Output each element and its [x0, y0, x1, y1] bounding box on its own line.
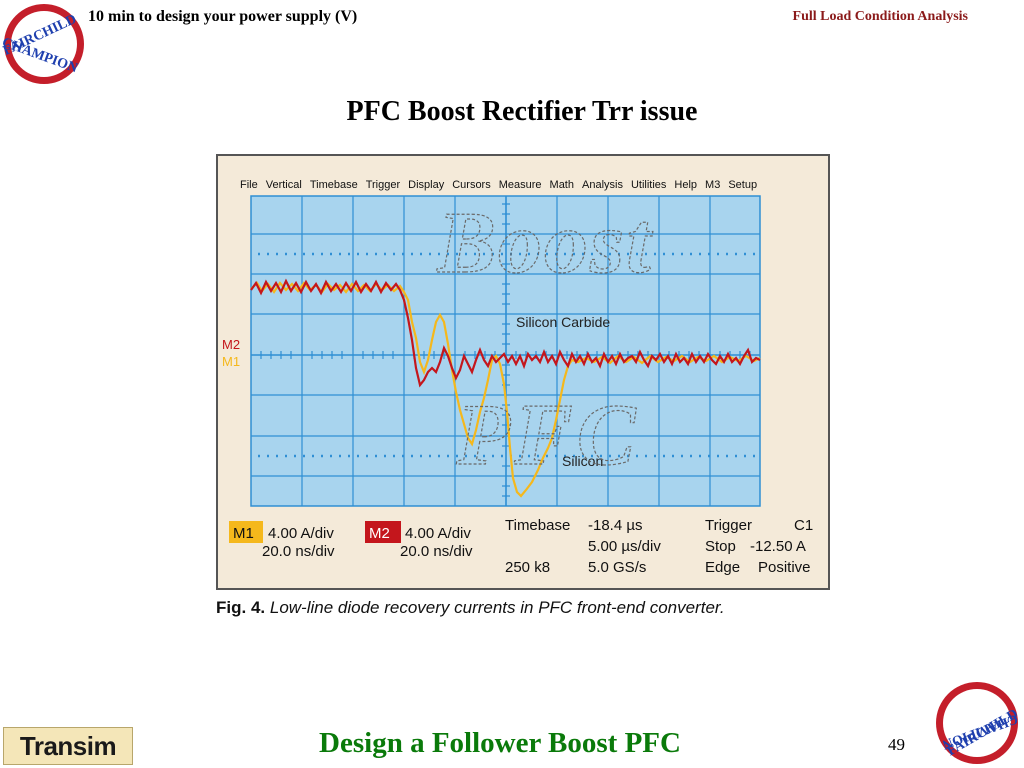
menu-measure: Measure [498, 179, 542, 191]
badge-m2-bg [365, 521, 401, 543]
timebase-record: 250 k8 [505, 559, 550, 576]
m1-scale: 4.00 A/div [268, 525, 334, 542]
trigger-slope: Positive [758, 559, 811, 576]
footer-title: Design a Follower Boost PFC [319, 727, 681, 759]
m2-time: 20.0 ns/div [400, 543, 473, 560]
page-number: 49 [888, 735, 905, 754]
trigger-level: -12.50 A [750, 538, 806, 555]
transim-logo: Transim [3, 727, 133, 765]
trigger-mode: Stop [705, 538, 736, 555]
trace-m1-silicon [250, 281, 761, 498]
scope-menu-bar: File Vertical Timebase Trigger Display Cursor… [240, 179, 765, 191]
figure-caption-text: Low-line diode recovery currents in PFC … [269, 598, 725, 617]
badge-m1-bg [229, 521, 263, 543]
m1-time: 20.0 ns/div [262, 543, 335, 560]
slide-title: PFC Boost Rectifier Trr issue [346, 96, 698, 127]
timebase-label: Timebase [505, 517, 570, 534]
trigger-type: Edge [705, 559, 740, 576]
timebase-value: -18.4 µs [588, 517, 643, 534]
menu-help: Help [674, 179, 698, 191]
menu-timebase: Timebase [309, 179, 358, 191]
trigger-label: Trigger [705, 517, 752, 534]
trace-m2-silicon-carbide [250, 278, 761, 388]
watermark-boost: Boost [436, 195, 653, 292]
timebase-per-div: 5.00 µs/div [588, 538, 661, 555]
menu-utilities: Utilities [630, 179, 667, 191]
label-silicon-carbide: Silicon Carbide [516, 314, 610, 330]
watermark-pfc: PFC [455, 387, 639, 484]
menu-cursors: Cursors [452, 179, 491, 191]
menu-display: Display [408, 179, 445, 191]
menu-analysis: Analysis [582, 179, 623, 191]
champion-logo-bottom: CHAMPION FAIRCHILD [936, 682, 1020, 764]
marker-m2: M2 [222, 337, 240, 352]
figure-caption: Fig. 4. Low-line diode recovery currents… [216, 598, 725, 618]
transim-logo-text: Transim [19, 730, 117, 761]
trigger-channel: C1 [794, 517, 813, 534]
scope-display: M2 M1 Silicon Carbide Silicon Boost PFC … [222, 194, 813, 576]
m2-scale: 4.00 A/div [405, 525, 471, 542]
figure-number: Fig. 4. [216, 598, 266, 617]
menu-file: File [240, 179, 258, 191]
champion-logo-top: FAIRCHILD CHAMPION [2, 4, 84, 84]
label-silicon: Silicon [562, 453, 603, 469]
timebase-sample-rate: 5.0 GS/s [588, 559, 646, 576]
header-left-title: 10 min to design your power supply (V) [88, 8, 358, 25]
menu-vertical: Vertical [265, 179, 302, 191]
badge-m1: M1 [233, 525, 254, 542]
menu-math: Math [549, 179, 574, 191]
menu-setup: Setup [728, 179, 758, 191]
menu-m3: M3 [705, 179, 721, 191]
menu-trigger: Trigger [365, 179, 401, 191]
grid-dots [258, 252, 755, 458]
badge-m2: M2 [369, 525, 390, 542]
marker-m1: M1 [222, 354, 240, 369]
header-right-title: Full Load Condition Analysis [792, 9, 968, 24]
